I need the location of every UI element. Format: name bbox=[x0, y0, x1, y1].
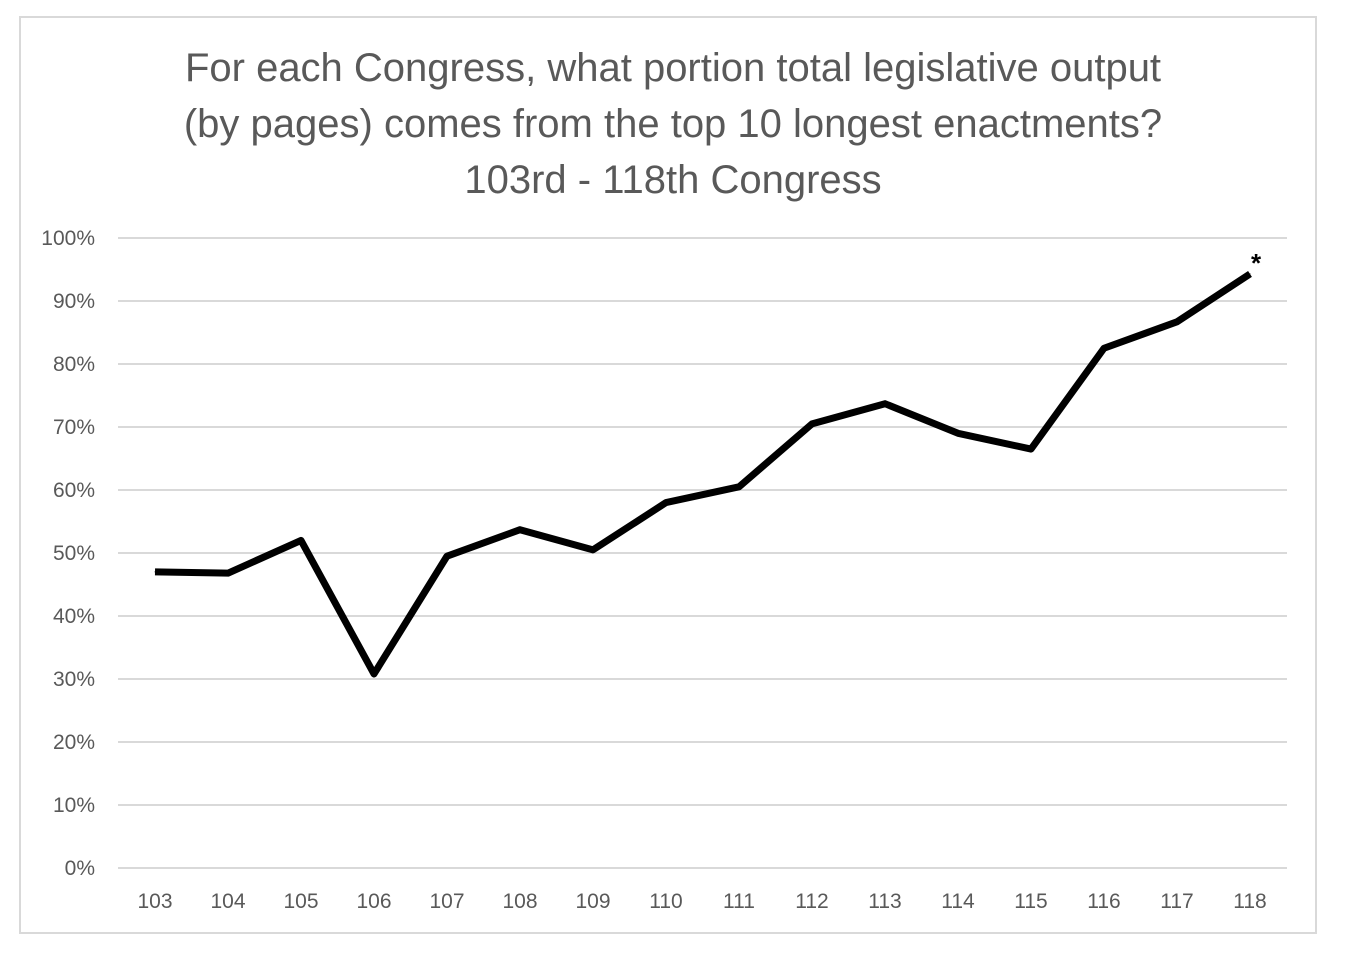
x-tick-label-116: 116 bbox=[1087, 890, 1120, 913]
chart-title: For each Congress, what portion total le… bbox=[0, 40, 1346, 208]
y-tick-label-40: 40% bbox=[53, 605, 95, 628]
chart-title-line-2: (by pages) comes from the top 10 longest… bbox=[183, 102, 1163, 146]
x-tick-label-111: 111 bbox=[723, 890, 755, 913]
data-point-117 bbox=[1176, 321, 1178, 323]
data-point-106 bbox=[373, 673, 375, 675]
x-tick-label-114: 114 bbox=[941, 890, 975, 913]
x-tick-label-117: 117 bbox=[1160, 890, 1193, 913]
y-tick-label-0: 0% bbox=[65, 857, 95, 880]
x-tick-label-115: 115 bbox=[1014, 890, 1047, 913]
y-tick-label-70: 70% bbox=[53, 416, 95, 439]
data-point-118 bbox=[1249, 273, 1251, 275]
x-tick-label-118: 118 bbox=[1233, 890, 1266, 913]
y-tick-label-90: 90% bbox=[53, 290, 95, 313]
x-tick-label-112: 112 bbox=[795, 890, 828, 913]
y-tick-label-80: 80% bbox=[53, 353, 95, 376]
data-point-104 bbox=[227, 572, 229, 574]
data-point-109 bbox=[592, 549, 594, 551]
data-point-110 bbox=[665, 502, 667, 504]
data-point-103 bbox=[154, 571, 156, 573]
data-point-113 bbox=[884, 403, 886, 405]
annotation-asterisk: * bbox=[1251, 248, 1262, 278]
chart-title-line-3: 103rd - 118th Congress bbox=[464, 158, 882, 202]
series-line-0 bbox=[154, 270, 1252, 678]
data-point-107 bbox=[446, 555, 448, 557]
data-point-108 bbox=[519, 529, 521, 531]
data-point-114 bbox=[957, 432, 959, 434]
y-tick-label-10: 10% bbox=[53, 794, 95, 817]
x-tick-label-104: 104 bbox=[210, 890, 245, 913]
x-tick-label-103: 103 bbox=[137, 890, 172, 913]
x-tick-label-108: 108 bbox=[502, 890, 537, 913]
data-point-105 bbox=[300, 539, 302, 541]
y-tick-label-30: 30% bbox=[53, 668, 95, 691]
data-point-115 bbox=[1030, 448, 1032, 450]
y-tick-label-20: 20% bbox=[53, 731, 95, 754]
x-tick-label-113: 113 bbox=[868, 890, 901, 913]
data-point-112 bbox=[811, 423, 813, 425]
chart-frame bbox=[19, 16, 1317, 934]
data-point-116 bbox=[1103, 347, 1105, 349]
x-tick-label-106: 106 bbox=[356, 890, 391, 913]
x-tick-label-107: 107 bbox=[429, 890, 464, 913]
x-tick-label-110: 110 bbox=[649, 890, 682, 913]
y-tick-label-60: 60% bbox=[53, 479, 95, 502]
chart-title-line-1: For each Congress, what portion total le… bbox=[184, 46, 1162, 90]
x-tick-label-105: 105 bbox=[283, 890, 318, 913]
data-point-111 bbox=[738, 486, 740, 488]
y-tick-label-50: 50% bbox=[53, 542, 95, 565]
y-tick-label-100: 100% bbox=[41, 227, 95, 250]
x-tick-label-109: 109 bbox=[575, 890, 610, 913]
